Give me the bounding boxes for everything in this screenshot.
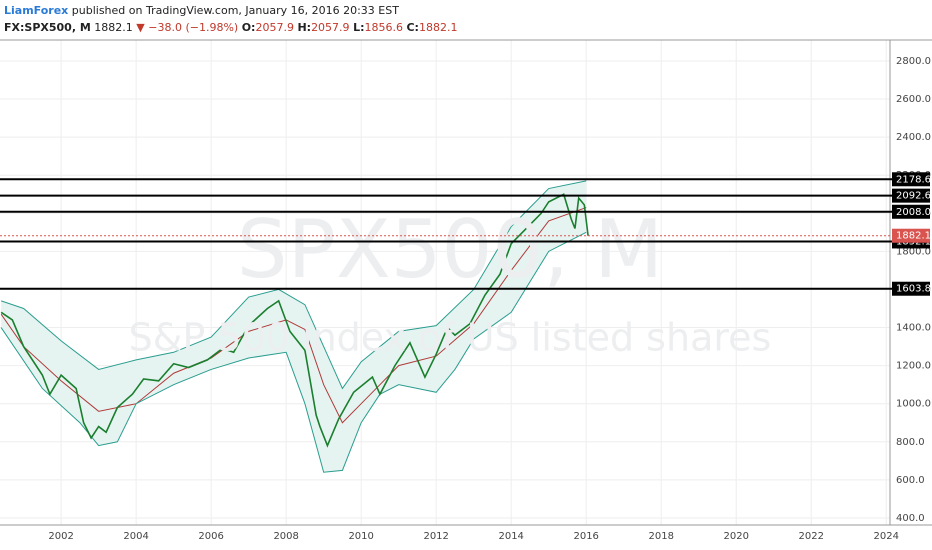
- y-tick-label: 2400.0: [896, 132, 931, 143]
- open-label: O:: [242, 21, 256, 34]
- x-tick-label: 2010: [348, 531, 373, 542]
- x-tick-label: 2022: [799, 531, 824, 542]
- level-label: 1603.8: [896, 284, 931, 295]
- x-tick-label: 2004: [123, 531, 148, 542]
- down-arrow: ▼: [136, 21, 145, 34]
- x-tick-label: 2006: [198, 531, 223, 542]
- y-tick-label: 400.0: [896, 513, 925, 524]
- close-label: C:: [406, 21, 418, 34]
- published: published on TradingView.com, January 16…: [72, 4, 399, 17]
- open: 2057.9: [255, 21, 294, 34]
- high: 2057.9: [311, 21, 350, 34]
- y-tick-label: 2800.0: [896, 56, 931, 67]
- series-line: [0, 231, 587, 473]
- x-tick-label: 2016: [573, 531, 598, 542]
- y-tick-label: 1400.0: [896, 323, 931, 334]
- level-label-box: [892, 204, 930, 219]
- y-tick-label: 1000.0: [896, 399, 931, 410]
- y-tick-label: 1800.0: [896, 246, 931, 257]
- y-tick-label: 800.0: [896, 437, 925, 448]
- band-fill: [1, 180, 587, 473]
- x-tick-label: 2018: [648, 531, 673, 542]
- y-tick-label: 600.0: [896, 475, 925, 486]
- close: 1882.1: [419, 21, 458, 34]
- series-line: [0, 193, 589, 448]
- watermark-subtitle: S&P 500 index of US listed shares: [129, 316, 772, 360]
- x-tick-label: 2020: [724, 531, 749, 542]
- watermark: SPX500, M: [237, 203, 663, 296]
- x-tick-label: 2014: [498, 531, 523, 542]
- low: 1856.6: [364, 21, 403, 34]
- symbol-line: FX:SPX500, M 1882.1 ▼ −38.0 (−1.98%) O:2…: [4, 21, 457, 34]
- last-price-label: 1882.1: [896, 231, 931, 242]
- last-price: 1882.1: [94, 21, 133, 34]
- x-tick-label: 2008: [273, 531, 298, 542]
- author[interactable]: LiamForex: [4, 4, 68, 17]
- level-label-box: [892, 172, 930, 187]
- series-line: [0, 207, 587, 424]
- y-tick-label: 1200.0: [896, 361, 931, 372]
- y-tick-label: 2600.0: [896, 94, 931, 105]
- change: −38.0 (−1.98%): [148, 21, 238, 34]
- high-label: H:: [297, 21, 311, 34]
- x-tick-label: 2002: [48, 531, 73, 542]
- x-tick-label: 2012: [423, 531, 448, 542]
- last-price-box: [892, 228, 930, 243]
- level-label: 2092.6: [896, 191, 931, 202]
- level-label: 2178.6: [896, 174, 931, 185]
- level-label-box: [892, 188, 930, 203]
- level-label: 2008.0: [896, 207, 931, 218]
- x-tick-label: 2024: [874, 531, 899, 542]
- low-label: L:: [353, 21, 364, 34]
- header-line: LiamForex published on TradingView.com, …: [4, 4, 399, 17]
- level-label-box: [892, 281, 930, 296]
- symbol: FX:SPX500, M: [4, 21, 91, 34]
